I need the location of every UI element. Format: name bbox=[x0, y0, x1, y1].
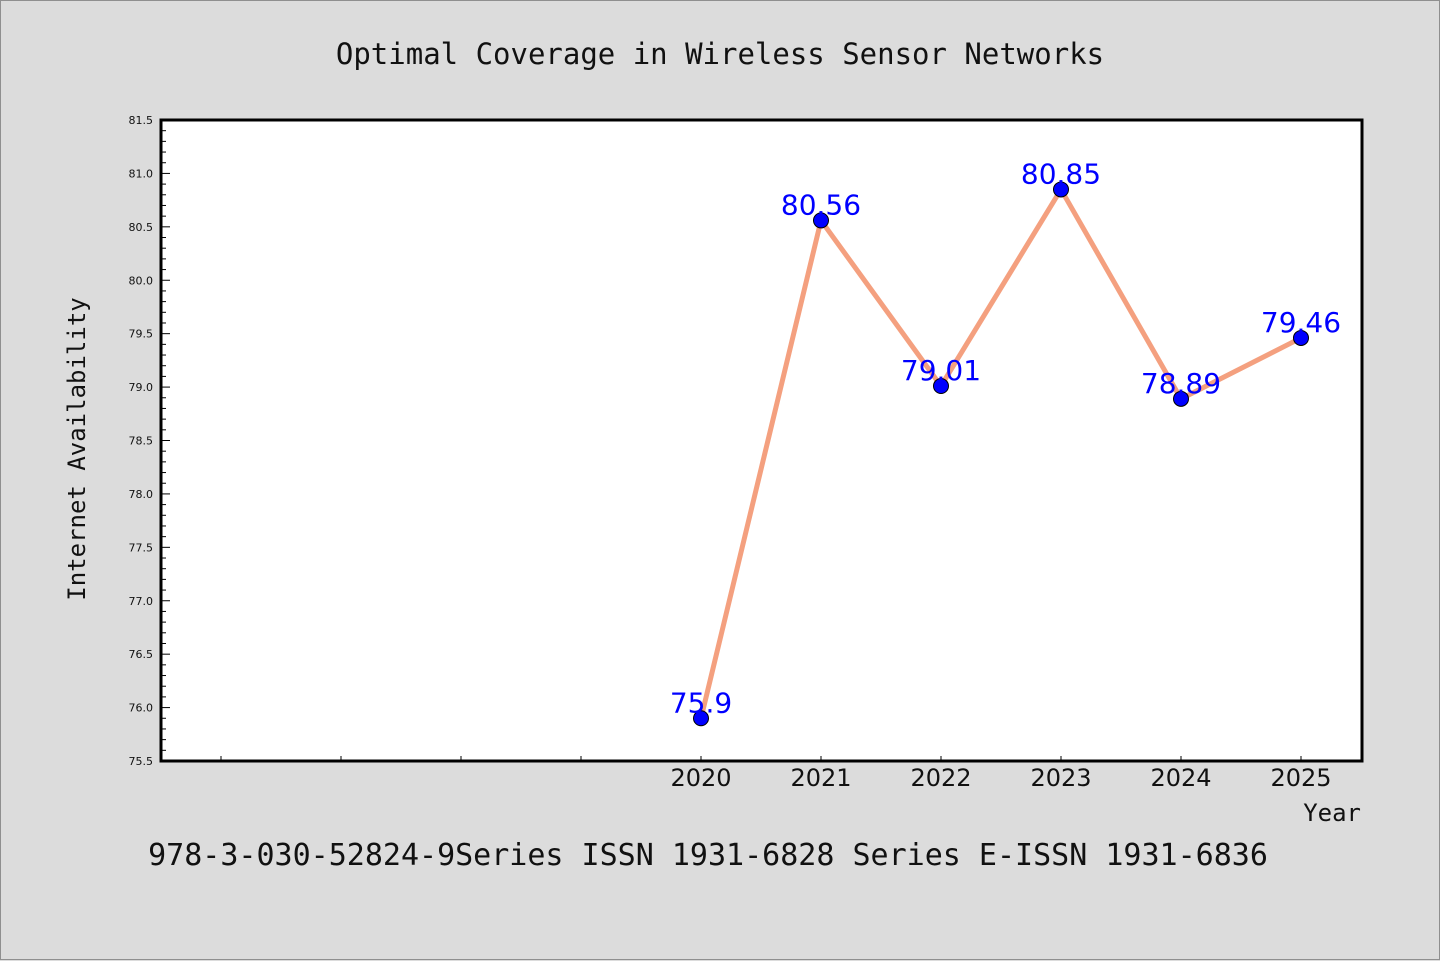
plot-area bbox=[161, 120, 1362, 761]
y-tick-label: 78.0 bbox=[129, 488, 154, 501]
data-label: 80.85 bbox=[1021, 157, 1101, 190]
data-point bbox=[693, 710, 709, 727]
y-tick-label: 81.0 bbox=[129, 167, 154, 180]
data-points bbox=[693, 181, 1309, 727]
y-tick-label: 79.5 bbox=[129, 328, 154, 341]
plot-frame bbox=[159, 118, 1364, 763]
data-point bbox=[933, 378, 949, 395]
data-label: 75.9 bbox=[670, 686, 732, 719]
x-tick-label: 2025 bbox=[1270, 764, 1331, 792]
data-label: 79.46 bbox=[1261, 306, 1341, 339]
y-tick-label: 77.0 bbox=[129, 595, 154, 608]
y-tick-label: 78.5 bbox=[129, 435, 154, 448]
x-axis-label: Year bbox=[1303, 799, 1361, 827]
series-line bbox=[698, 186, 1304, 721]
x-tick-label: 2022 bbox=[910, 764, 971, 792]
data-label: 78.89 bbox=[1141, 367, 1221, 400]
data-labels: 75.9 80.56 79.01 80.85 78.89 79.46 bbox=[670, 157, 1341, 719]
y-tick-label: 80.5 bbox=[129, 221, 154, 234]
x-tick-label: 2020 bbox=[670, 764, 731, 792]
y-tick-label: 81.5 bbox=[129, 114, 154, 127]
data-point bbox=[813, 212, 829, 229]
chart-title: Optimal Coverage in Wireless Sensor Netw… bbox=[336, 37, 1104, 71]
y-axis: 75.5 76.0 76.5 77.0 77.5 78.0 78.5 79.0 79.5 80.0… bbox=[129, 114, 170, 768]
y-tick-label: 75.5 bbox=[129, 755, 154, 768]
data-point bbox=[1293, 329, 1309, 346]
x-tick-label: 2024 bbox=[1150, 764, 1211, 792]
y-tick-label: 76.0 bbox=[129, 702, 154, 715]
x-tick-label: 2023 bbox=[1030, 764, 1091, 792]
x-tick-label: 2021 bbox=[790, 764, 851, 792]
data-point bbox=[1173, 390, 1189, 407]
footer-text: 978-3-030-52824-9Series ISSN 1931-6828 S… bbox=[148, 838, 1268, 873]
y-tick-label: 77.5 bbox=[129, 541, 154, 554]
data-point bbox=[1053, 181, 1069, 198]
y-tick-label: 76.5 bbox=[129, 648, 154, 661]
x-axis: 2020 2021 2022 2023 2024 2025 bbox=[220, 756, 1332, 792]
y-axis-label: Internet Availability bbox=[63, 297, 91, 600]
data-label: 79.01 bbox=[901, 354, 981, 387]
y-tick-label: 79.0 bbox=[129, 381, 154, 394]
data-label: 80.56 bbox=[781, 188, 861, 221]
y-tick-label: 80.0 bbox=[129, 274, 154, 287]
series-line-group bbox=[698, 186, 1304, 721]
